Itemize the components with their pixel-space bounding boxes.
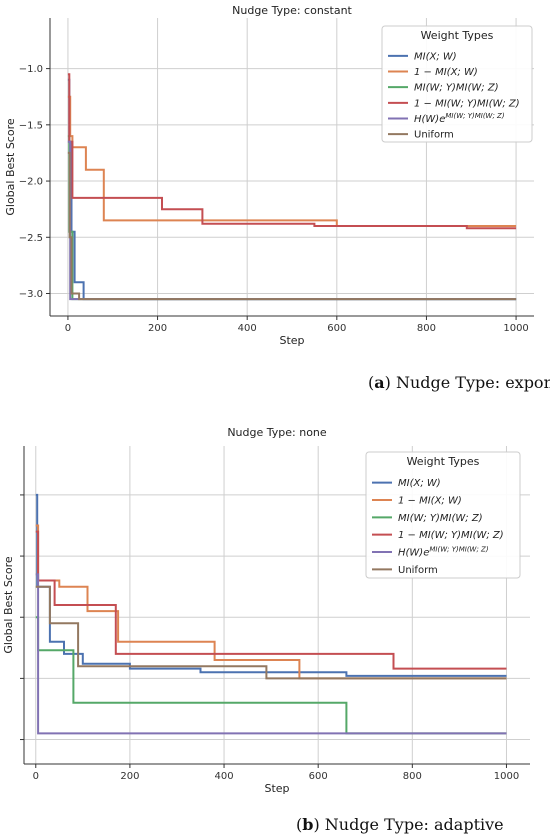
x-tick-label: 1000 (503, 323, 528, 334)
x-tick-label: 600 (309, 771, 328, 782)
x-tick-label: 200 (120, 771, 139, 782)
series-line (35, 530, 507, 670)
legend-title: Weight Types (421, 29, 494, 42)
x-tick-label: 1000 (494, 771, 519, 782)
legend-label: 1 − MI(W; Y)MI(W; Z) (398, 530, 504, 541)
x-tick-label: 200 (148, 323, 167, 334)
x-tick-label: 600 (327, 323, 346, 334)
series-line (67, 135, 517, 301)
y-tick-label: −2.0 (19, 177, 43, 188)
legend-label: 1 − MI(X; W) (414, 67, 478, 78)
series-line (35, 585, 507, 680)
y-tick-label: −1.0 (19, 64, 43, 75)
series-line (35, 573, 507, 735)
chart-title: Nudge Type: none (227, 426, 327, 439)
legend-label: 1 − MI(X; W) (398, 496, 462, 507)
x-tick-label: 400 (238, 323, 257, 334)
chart-title: Nudge Type: constant (232, 4, 352, 17)
y-tick-label: −1.5 (19, 120, 43, 131)
y-axis-label: Global Best Score (4, 118, 17, 215)
legend-label: MI(W; Y)MI(W; Z) (414, 83, 499, 94)
legend-label: Uniform (398, 565, 438, 576)
legend-label: 1 − MI(W; Y)MI(W; Z) (414, 98, 520, 109)
legend-label: MI(X; W) (398, 478, 441, 489)
legend-label: Uniform (414, 130, 454, 141)
legend-label: H(W)eMI(W; Y)MI(W; Z) (398, 546, 489, 559)
x-tick-label: 400 (214, 771, 233, 782)
x-tick-label: 0 (65, 323, 71, 334)
legend-box (381, 25, 533, 143)
y-tick-label: −3.0 (19, 289, 43, 300)
legend-label: MI(X; W) (414, 51, 457, 62)
legend-box (365, 451, 521, 579)
x-tick-label: 800 (417, 323, 436, 334)
legend-title: Weight Types (407, 455, 480, 468)
legend-label: H(W)eMI(W; Y)MI(W; Z) (414, 112, 505, 125)
caption-a: (a) Nudge Type: exponential decay (368, 373, 550, 392)
x-tick-label: 0 (33, 771, 39, 782)
x-axis-label: Step (279, 334, 304, 347)
x-axis-label: Step (264, 782, 289, 795)
series-line (67, 151, 517, 301)
chart-panel-b: Nudge Type: none 0 200 400 600 800 1000 Step Glo… (2, 426, 530, 795)
legend-label: MI(W; Y)MI(W; Z) (398, 513, 483, 524)
y-axis-label: Global Best Score (2, 556, 15, 653)
caption-b: (b) Nudge Type: adaptive (296, 815, 504, 834)
y-tick-label: −2.5 (19, 233, 43, 244)
x-tick-label: 800 (403, 771, 422, 782)
chart-panel-a: Nudge Type: constant 0 200 400 600 800 1000 −3.… (4, 4, 534, 347)
